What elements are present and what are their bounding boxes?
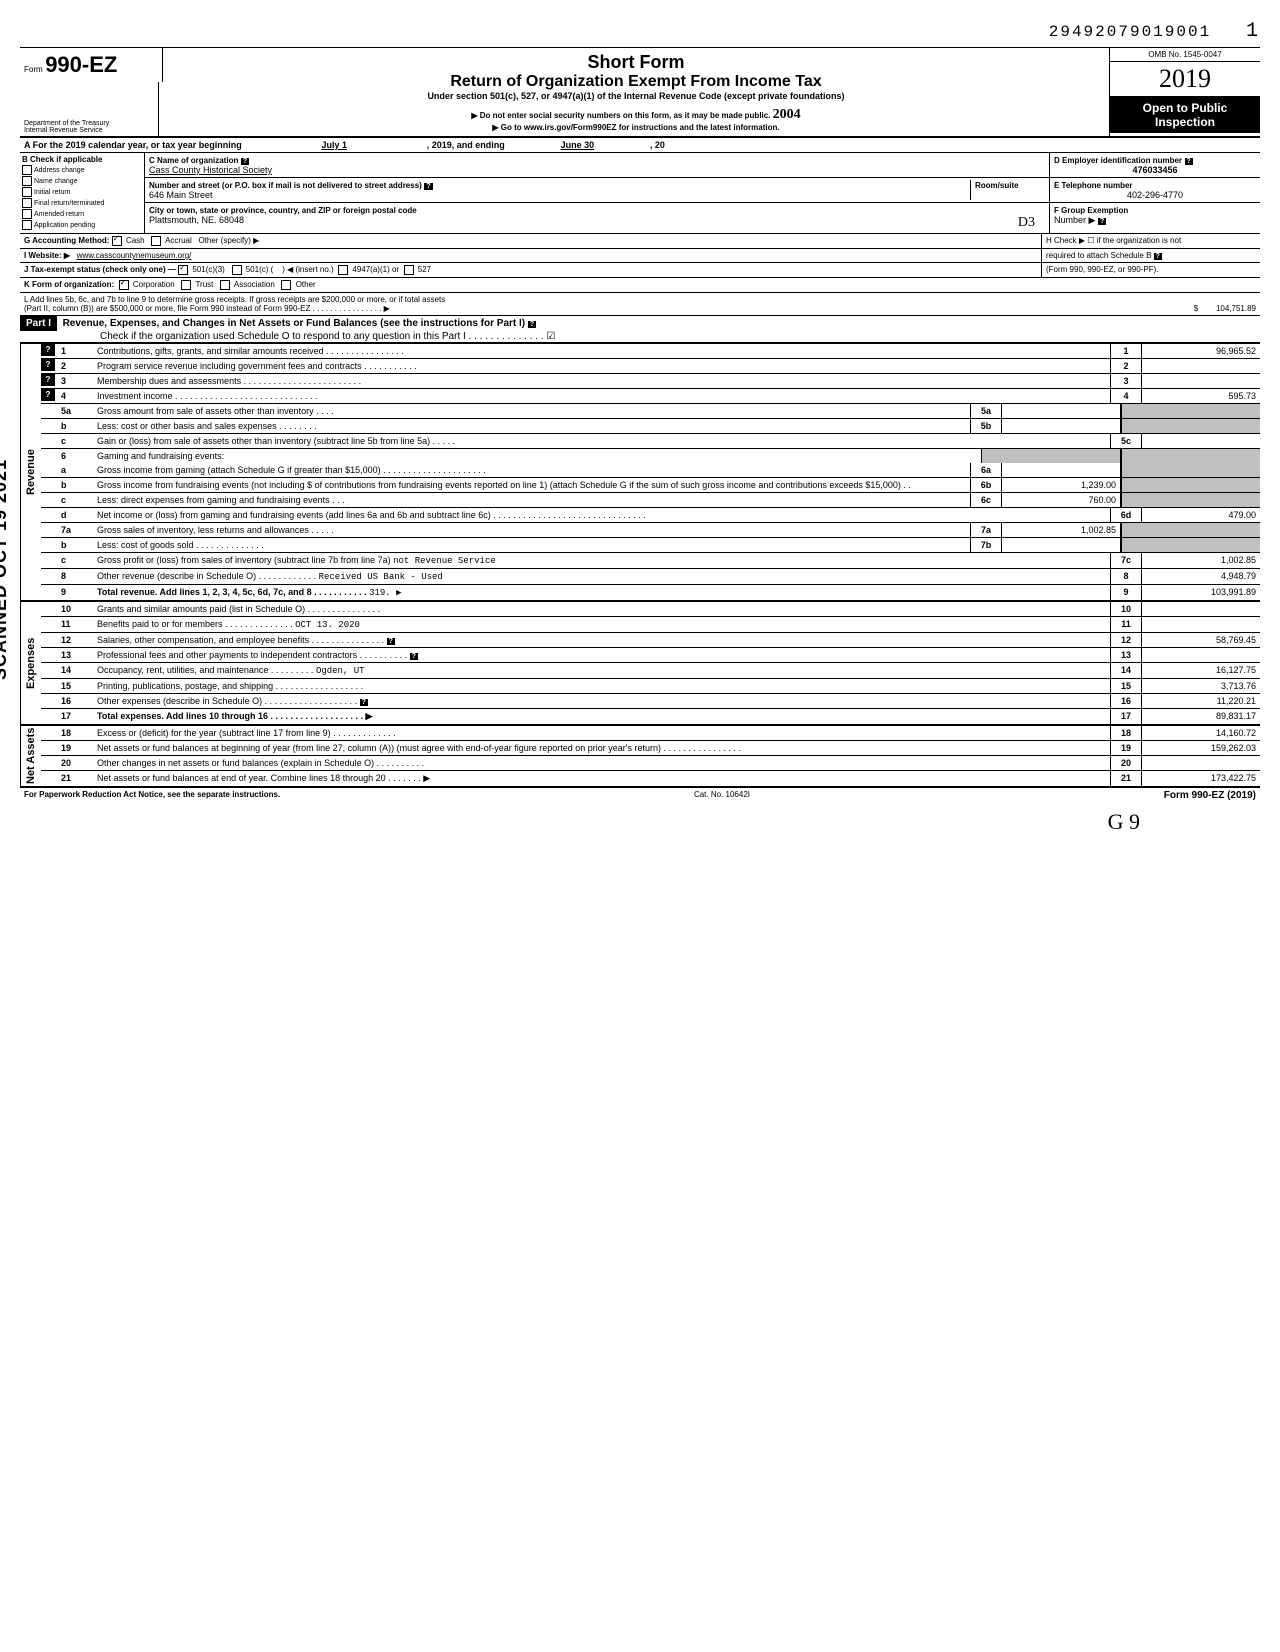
line-i: I Website: ▶ www.casscountynemuseum.org/… (20, 249, 1260, 263)
header-title: Short Form Return of Organization Exempt… (163, 48, 1110, 136)
entity-grid: B Check if applicable Address change Nam… (20, 153, 1260, 234)
header-omb: OMB No. 1545-0047 2019 Open to PublicIns… (1110, 48, 1260, 136)
revenue-section: Revenue ? 1Contributions, gifts, grants,… (20, 344, 1260, 602)
page-number-top: 29492079019001 1 (20, 20, 1260, 43)
side-netassets: Net Assets (20, 726, 41, 786)
form-header: Form 990-EZ Department of the Treasury I… (20, 47, 1260, 138)
period-row: A For the 2019 calendar year, or tax yea… (20, 138, 1260, 153)
line-k: K Form of organization: Corporation Trus… (20, 278, 1260, 293)
line-j: J Tax-exempt status (check only one) — 5… (20, 263, 1260, 278)
form-id-box: Form 990-EZ (20, 48, 163, 82)
netassets-section: Net Assets 18Excess or (deficit) for the… (20, 726, 1260, 788)
side-revenue: Revenue (20, 344, 41, 600)
side-expenses: Expenses (20, 602, 41, 724)
part1-header: Part I Revenue, Expenses, and Changes in… (20, 316, 1260, 344)
dept-box: Department of the Treasury Internal Reve… (20, 82, 159, 136)
line-l: L Add lines 5b, 6c, and 7b to line 9 to … (20, 293, 1260, 316)
scanned-stamp: SCANNED OCT 19 2021 (0, 459, 11, 680)
expenses-section: Expenses 10Grants and similar amounts pa… (20, 602, 1260, 726)
box-b: B Check if applicable Address change Nam… (20, 153, 145, 233)
box-c: C Name of organization ? Cass County His… (145, 153, 1050, 233)
box-de: D Employer identification number ? 47603… (1050, 153, 1260, 233)
hand-initials: G 9 (20, 809, 1260, 835)
footer: For Paperwork Reduction Act Notice, see … (20, 788, 1260, 803)
line-g-h: G Accounting Method: Cash Accrual Other … (20, 234, 1260, 249)
